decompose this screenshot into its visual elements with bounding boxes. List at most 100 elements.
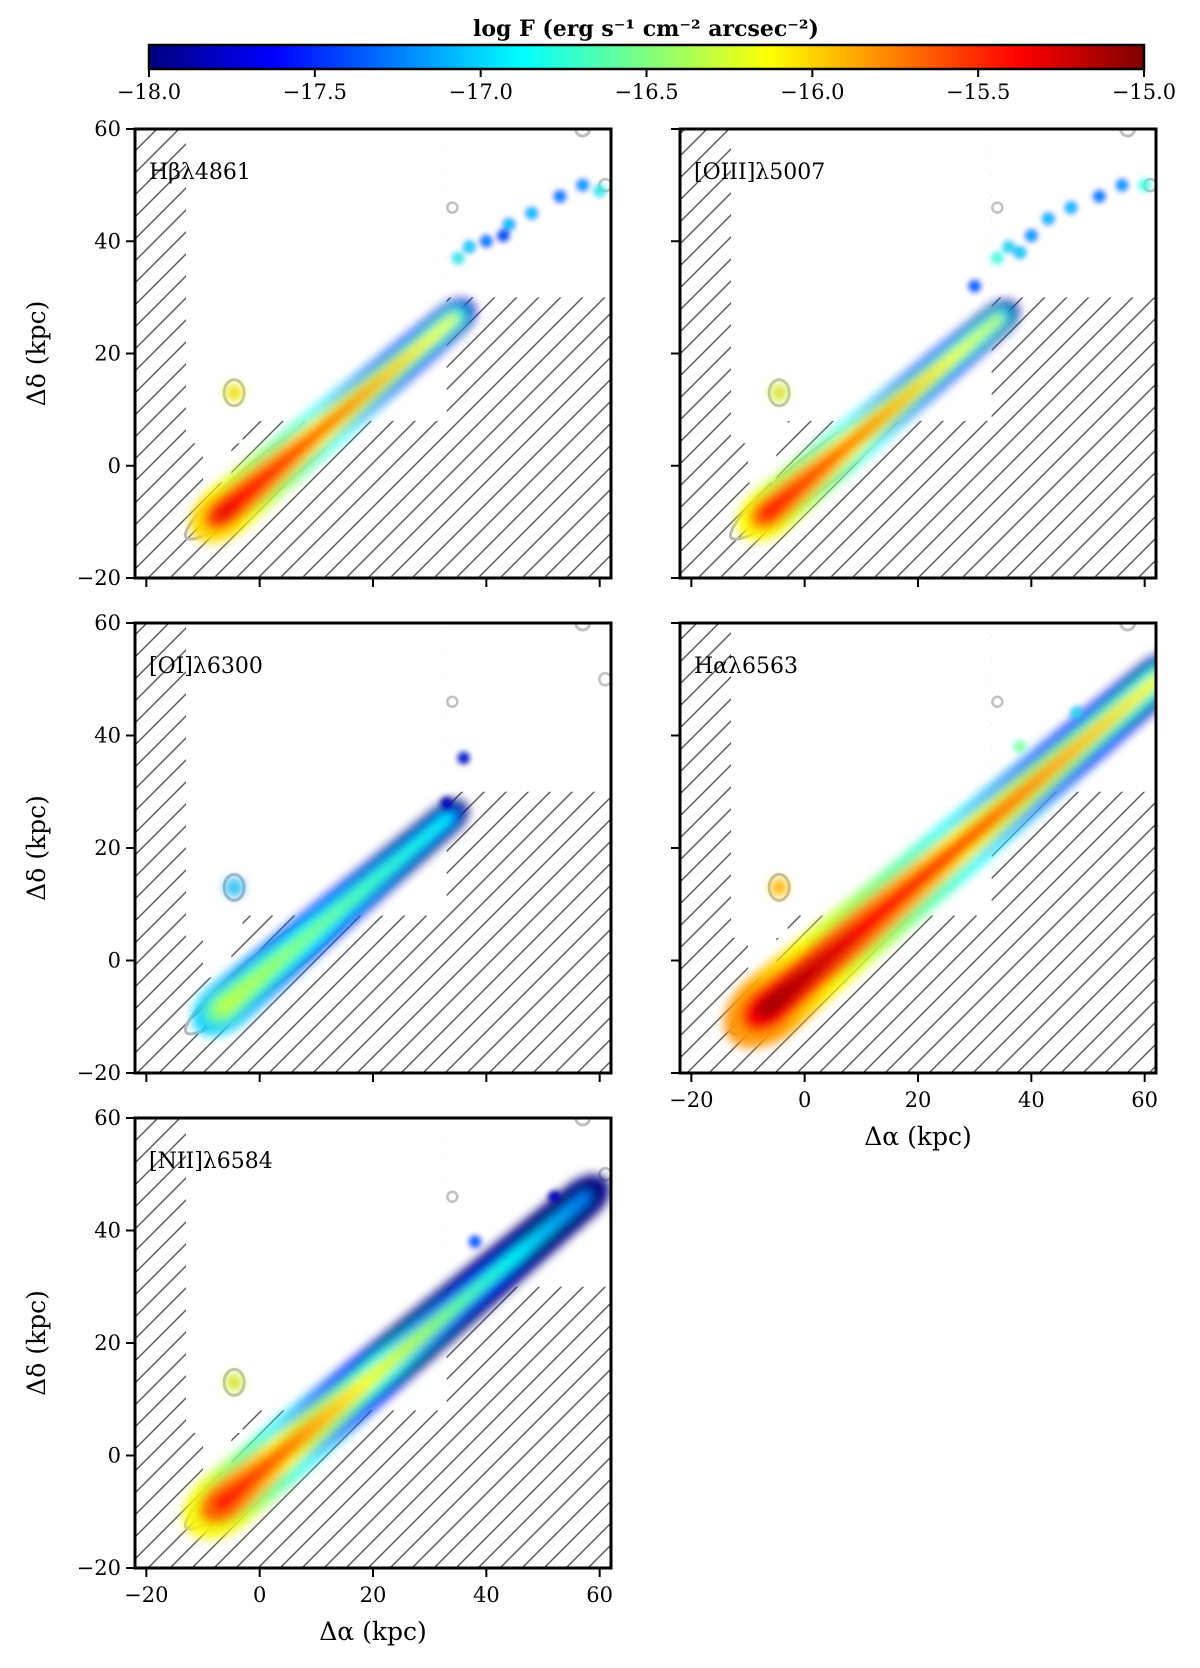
x-axis-label: Δα (kpc) [864,1122,972,1151]
panel-hbeta: Hβλ4861 −20 0 20 40 60 Δδ (kpc) [22,117,613,590]
emission-clump-core [460,755,467,761]
tail-clumps [1014,707,1083,753]
panel-oiii: [OIII]λ5007 [671,127,1158,587]
colorbar-tick-label: −16.0 [780,80,844,104]
colorbar-ticks: −18.0 −17.5 −17.0 −16.5 −16.0 −15.5 −15.0 [117,69,1176,104]
observed-footprint [804,819,873,893]
x-tick-label: 40 [1018,1088,1045,1112]
emission-clump-core [472,1238,478,1245]
emission-clump-core [551,1193,558,1200]
panel-label-oiii: [OIII]λ5007 [694,160,825,185]
colorbar-tick-label: −18.0 [117,80,181,104]
emission-clump-core [483,238,490,245]
observed-footprint [305,746,317,792]
y-tick-label: 40 [94,724,121,748]
observed-footprint [446,623,611,792]
emission-clump-core [1073,710,1080,716]
emission-blob [574,1191,592,1208]
panel-halpha: Hαλ6563 −20 0 20 40 60 Δα (kpc) [669,621,1158,1151]
emission-clump-core [466,243,473,250]
observed-footprint [373,623,430,747]
emission-blob [990,313,1005,326]
emission-clump-core [596,187,603,194]
emission-map [723,652,1156,1049]
colorbar-title: log F (erg s⁻¹ cm⁻² arcsec⁻²) [473,16,819,42]
emission-clump-core [1141,182,1148,189]
observed-footprint [850,252,862,298]
x-tick-label: 40 [473,1583,500,1607]
colorbar: log F (erg s⁻¹ cm⁻² arcsec⁻²) −18.0 −17.5… [117,16,1176,104]
companion-core [775,883,784,892]
observed-footprint [991,129,1156,298]
y-tick-label: 40 [94,1219,121,1243]
observed-footprint [373,129,430,253]
panel-nii: [NII]λ6584 −20 0 20 40 60 −20 0 20 40 60 Δδ (kpc) Δα… [22,1106,613,1646]
companion-core [230,883,239,892]
emission-clump-core [1045,215,1052,222]
x-tick-label: 60 [586,1583,613,1607]
emission-clump-core [971,283,978,290]
y-tick-label: −20 [77,566,121,590]
y-tick-label: 60 [94,117,121,141]
colorbar-tick-label: −15.5 [946,80,1010,104]
y-tick-label: 20 [94,1331,121,1355]
x-tick-label: 20 [360,1583,387,1607]
tail-clumps [469,1190,561,1248]
tail-clumps [440,752,470,809]
colorbar-tick-label: −15.0 [1112,80,1176,104]
companion-core [230,388,239,397]
emission-clump-core [994,255,1001,262]
x-tick-label: −20 [669,1088,713,1112]
y-tick-label: 20 [94,342,121,366]
emission-clump-core [1068,204,1074,211]
y-tick-label: 60 [94,611,121,635]
observed-footprint [203,932,232,978]
emission-blob [445,313,460,327]
panel-label-hbeta: Hβλ4861 [149,160,251,185]
observed-footprint [259,325,328,399]
emission-clump-core [1096,193,1103,200]
emission-clump-core [500,232,507,239]
x-tick-label: 20 [905,1088,932,1112]
panel-label-halpha: Hαλ6563 [694,654,798,679]
observed-footprint [259,1314,328,1388]
panel-oi: [OI]λ6300 −20 0 20 40 60 Δδ (kpc) [22,611,613,1085]
x-axis-label: Δα (kpc) [319,1617,427,1646]
emission-clump-core [1017,743,1023,750]
y-tick-label: −20 [77,1556,121,1580]
companion-core [230,1378,239,1387]
y-tick-label: 0 [108,454,121,478]
y-tick-label: 60 [94,1106,121,1130]
emission-map [189,298,476,544]
emission-clump-core [506,221,512,228]
tail-clumps [968,179,1151,293]
emission-map [183,1174,611,1539]
observed-footprint [804,325,873,399]
emission-map [192,799,469,1036]
x-tick-label: 60 [1131,1088,1158,1112]
panel-label-nii: [NII]λ6584 [149,1149,273,1174]
colorbar-tick-label: −17.0 [448,80,512,104]
companion-core [775,388,784,397]
y-tick-label: −20 [77,1061,121,1085]
y-tick-label: 0 [108,949,121,973]
colorbar-tick-label: −16.5 [614,80,678,104]
y-tick-label: 0 [108,1444,121,1468]
observed-footprint [918,129,975,253]
observed-footprint [850,746,862,792]
emission-map [737,300,1020,542]
colorbar-gradient [147,43,1146,71]
observed-footprint [373,1118,430,1242]
observed-footprint [918,623,975,747]
emission-blob [1146,671,1156,690]
emission-clump-core [1005,243,1012,250]
panel-label-oi: [OI]λ6300 [149,654,263,679]
emission-clump-core [1017,249,1023,256]
y-axis-label: Δδ (kpc) [22,795,51,901]
y-tick-label: 40 [94,229,121,253]
y-axis-label: Δδ (kpc) [22,1290,51,1396]
emission-clump-core [557,193,563,200]
observed-footprint [305,252,317,298]
observed-footprint [203,437,232,483]
